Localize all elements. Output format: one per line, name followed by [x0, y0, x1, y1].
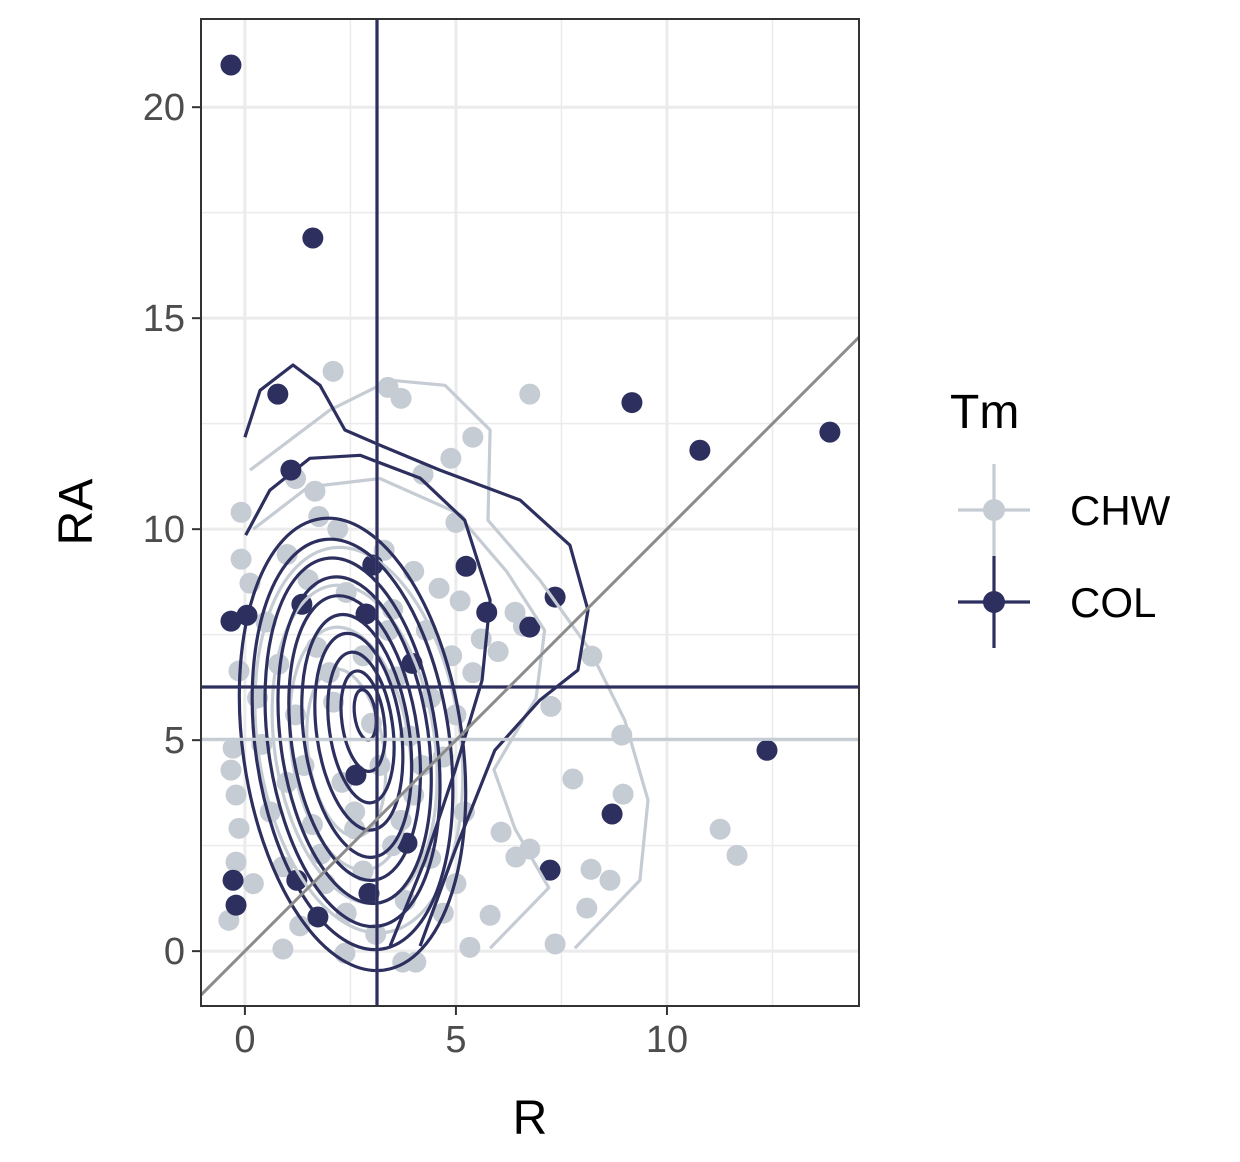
- x-tick-label: 0: [234, 1019, 255, 1061]
- chw-point: [225, 784, 247, 806]
- col-point: [621, 392, 643, 414]
- chw-point: [289, 915, 311, 937]
- col-point: [455, 555, 477, 577]
- legend-key-point: [983, 499, 1005, 521]
- legend: Tm CHW COL: [950, 386, 1171, 648]
- col-density-contour: [243, 363, 590, 947]
- col-density-contour: [326, 650, 396, 805]
- col-density-contour: [237, 516, 468, 973]
- chw-point: [412, 463, 434, 485]
- chw-point: [490, 821, 512, 843]
- chw-point: [540, 695, 562, 717]
- x-tick-label: 5: [445, 1019, 466, 1061]
- chw-point: [487, 641, 509, 663]
- chw-point: [479, 904, 501, 926]
- chw-point: [580, 858, 602, 880]
- chw-point: [544, 933, 566, 955]
- y-tick-label: 15: [143, 298, 185, 340]
- col-density-contour: [244, 453, 492, 947]
- col-density-contour: [313, 631, 405, 832]
- col-point: [689, 439, 711, 461]
- chw-density-contour: [249, 378, 650, 950]
- y-tick-label: 0: [164, 931, 185, 973]
- chw-point: [709, 818, 731, 840]
- chw-point: [272, 938, 294, 960]
- chw-point: [449, 590, 471, 612]
- chw-point: [415, 619, 437, 641]
- chw-density-contour: [252, 476, 551, 950]
- col-point: [756, 739, 778, 761]
- chw-point: [405, 951, 427, 973]
- x-axis-title: R: [513, 1092, 548, 1145]
- col-point: [302, 227, 324, 249]
- chw-point: [576, 897, 598, 919]
- legend-title: Tm: [950, 386, 1019, 439]
- col-point: [220, 54, 242, 76]
- plot-marks: [201, 19, 859, 1006]
- col-density-contour: [300, 612, 414, 859]
- chw-point: [459, 936, 481, 958]
- y-axis-title: RA: [50, 479, 103, 546]
- col-point: [819, 421, 841, 443]
- y-tick-label: 5: [164, 720, 185, 762]
- chw-point: [327, 518, 349, 540]
- col-point: [539, 859, 561, 881]
- chw-point: [428, 577, 450, 599]
- col-point: [220, 610, 242, 632]
- x-tick-label: 10: [646, 1019, 688, 1061]
- chw-point: [228, 817, 250, 839]
- col-point: [345, 764, 367, 786]
- chw-point: [440, 447, 462, 469]
- col-density-contour: [287, 594, 423, 882]
- chw-point: [276, 543, 298, 565]
- chw-point: [599, 869, 621, 891]
- chw-point: [225, 851, 247, 873]
- col-point: [225, 894, 247, 916]
- chw-point: [242, 873, 264, 895]
- col-point: [358, 882, 380, 904]
- chw-point: [726, 844, 748, 866]
- chw-point: [462, 426, 484, 448]
- chw-point: [308, 506, 330, 528]
- axes: 0 5 10 0 5 10 15 20: [143, 87, 688, 1061]
- panel-border: [200, 18, 860, 1007]
- legend-item-col: COL: [958, 556, 1156, 648]
- chw-point: [470, 628, 492, 650]
- chw-point: [390, 387, 412, 409]
- chw-point: [220, 759, 242, 781]
- chw-point: [230, 548, 252, 570]
- col-point: [519, 616, 541, 638]
- y-tick-label: 20: [143, 87, 185, 129]
- chw-point: [230, 501, 252, 523]
- legend-label: COL: [1070, 579, 1156, 626]
- chw-point: [612, 783, 634, 805]
- chw-point: [462, 662, 484, 684]
- chw-point: [222, 737, 244, 759]
- legend-item-chw: CHW: [958, 464, 1171, 556]
- legend-key-point: [983, 591, 1005, 613]
- chw-point: [322, 360, 344, 382]
- col-density-contour: [339, 669, 387, 773]
- col-point: [476, 601, 498, 623]
- col-point: [280, 459, 302, 481]
- col-point: [601, 803, 623, 825]
- identity-line: [201, 336, 859, 997]
- chw-point: [373, 539, 395, 561]
- col-point: [267, 383, 289, 405]
- y-tick-label: 10: [143, 509, 185, 551]
- chw-point: [562, 768, 584, 790]
- col-point: [222, 869, 244, 891]
- col-density-contour: [250, 537, 455, 952]
- legend-label: CHW: [1070, 487, 1171, 534]
- chw-point: [519, 383, 541, 405]
